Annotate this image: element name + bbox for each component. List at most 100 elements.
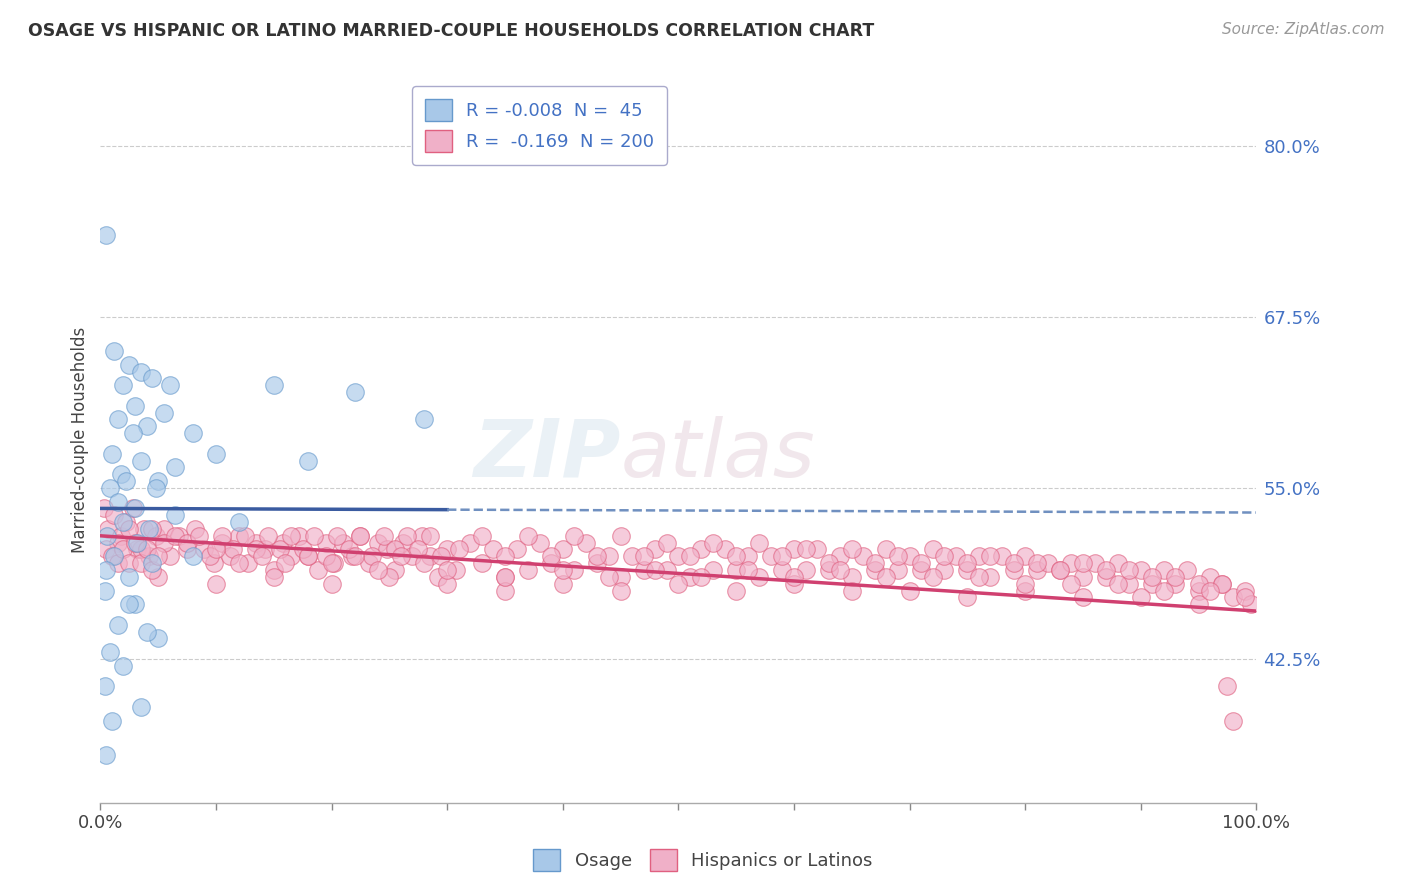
Point <box>1002 563 1025 577</box>
Point <box>748 535 770 549</box>
Point <box>934 549 956 564</box>
Point <box>783 542 806 557</box>
Point <box>967 549 990 564</box>
Point <box>910 563 932 577</box>
Point <box>517 563 540 577</box>
Point <box>598 549 620 564</box>
Point <box>471 556 494 570</box>
Point <box>713 542 735 557</box>
Point <box>419 529 441 543</box>
Point <box>413 412 436 426</box>
Point <box>134 522 156 536</box>
Point <box>129 453 152 467</box>
Point <box>702 535 724 549</box>
Point <box>110 467 132 482</box>
Point <box>956 563 979 577</box>
Point <box>644 542 666 557</box>
Point <box>1175 563 1198 577</box>
Point <box>1222 714 1244 728</box>
Point <box>112 542 135 557</box>
Point <box>181 426 204 441</box>
Point <box>97 522 120 536</box>
Point <box>114 515 136 529</box>
Point <box>910 556 932 570</box>
Point <box>103 508 125 523</box>
Point <box>494 583 516 598</box>
Point <box>817 563 839 577</box>
Y-axis label: Married-couple Households: Married-couple Households <box>72 326 89 553</box>
Point <box>326 529 349 543</box>
Point <box>562 529 585 543</box>
Point <box>898 549 921 564</box>
Point <box>1002 556 1025 570</box>
Point <box>1095 570 1118 584</box>
Point <box>135 624 157 639</box>
Point <box>666 576 689 591</box>
Point <box>494 570 516 584</box>
Point <box>633 549 655 564</box>
Point <box>770 563 793 577</box>
Point <box>94 542 117 557</box>
Point <box>94 747 117 762</box>
Point <box>103 549 125 564</box>
Point <box>436 542 458 557</box>
Point <box>202 556 225 570</box>
Point <box>96 529 118 543</box>
Point <box>1083 556 1105 570</box>
Point <box>98 481 121 495</box>
Point <box>1118 576 1140 591</box>
Point <box>921 542 943 557</box>
Point <box>107 494 129 508</box>
Point <box>633 563 655 577</box>
Point <box>562 563 585 577</box>
Text: Source: ZipAtlas.com: Source: ZipAtlas.com <box>1222 22 1385 37</box>
Point <box>367 535 389 549</box>
Point <box>406 542 429 557</box>
Point <box>956 591 979 605</box>
Point <box>321 556 343 570</box>
Point <box>458 535 481 549</box>
Point <box>551 542 574 557</box>
Point <box>725 549 748 564</box>
Point <box>783 570 806 584</box>
Point <box>679 549 702 564</box>
Point <box>297 453 319 467</box>
Point <box>118 522 141 536</box>
Point <box>165 460 187 475</box>
Point <box>118 597 141 611</box>
Point <box>1071 556 1094 570</box>
Point <box>176 535 198 549</box>
Point <box>205 542 228 557</box>
Point <box>101 714 124 728</box>
Point <box>1025 556 1047 570</box>
Legend: R = -0.008  N =  45, R =  -0.169  N = 200: R = -0.008 N = 45, R = -0.169 N = 200 <box>412 87 666 165</box>
Point <box>98 645 121 659</box>
Point <box>307 563 329 577</box>
Point <box>1239 597 1261 611</box>
Point <box>114 474 136 488</box>
Point <box>291 542 314 557</box>
Legend: Osage, Hispanics or Latinos: Osage, Hispanics or Latinos <box>526 842 880 879</box>
Point <box>1049 563 1071 577</box>
Point <box>852 549 875 564</box>
Point <box>127 535 149 549</box>
Point <box>446 563 468 577</box>
Point <box>898 583 921 598</box>
Point <box>690 570 713 584</box>
Point <box>124 501 146 516</box>
Point <box>135 542 157 557</box>
Point <box>135 419 157 434</box>
Point <box>101 549 124 564</box>
Point <box>271 535 294 549</box>
Point <box>1142 570 1164 584</box>
Point <box>436 563 458 577</box>
Point <box>124 535 146 549</box>
Point <box>361 549 384 564</box>
Point <box>253 542 276 557</box>
Point <box>121 501 143 516</box>
Point <box>94 227 117 242</box>
Point <box>1014 549 1036 564</box>
Point <box>540 549 562 564</box>
Point <box>118 570 141 584</box>
Point <box>373 529 395 543</box>
